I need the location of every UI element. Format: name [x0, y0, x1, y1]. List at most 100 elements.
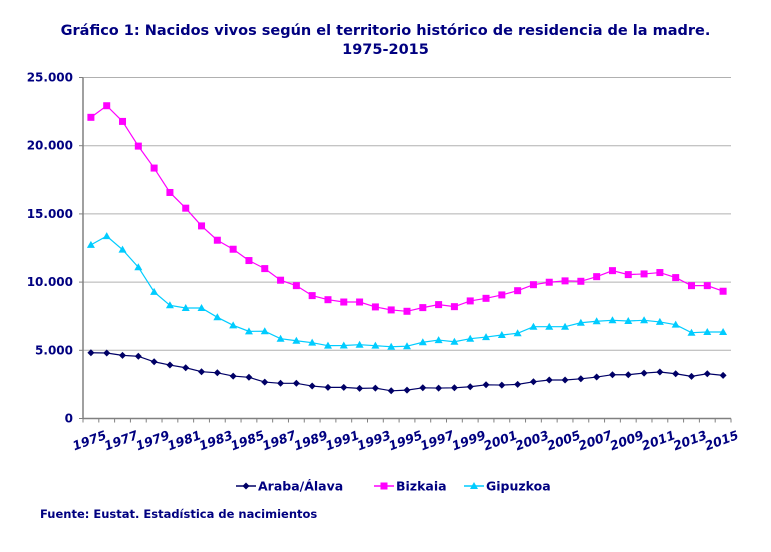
data-point-araba-lava [529, 378, 537, 386]
data-point-gipuzkoa [134, 263, 143, 271]
data-point-araba-lava [450, 384, 458, 392]
data-point-bizkaia [213, 236, 221, 244]
data-point-bizkaia [608, 267, 616, 275]
data-point-gipuzkoa [513, 329, 522, 337]
chart-title: Gráfico 1: Nacidos vivos según el territ… [60, 23, 711, 39]
data-point-araba-lava [182, 364, 190, 372]
data-point-araba-lava [624, 371, 632, 379]
data-point-araba-lava [593, 373, 601, 381]
data-point-gipuzkoa [260, 327, 269, 335]
data-point-bizkaia [229, 245, 237, 253]
data-point-araba-lava [198, 368, 206, 376]
data-point-bizkaia [166, 188, 174, 196]
data-point-bizkaia [561, 277, 569, 285]
data-point-bizkaia [356, 298, 364, 306]
data-point-araba-lava [150, 358, 158, 366]
data-point-gipuzkoa [403, 342, 411, 350]
data-point-gipuzkoa [592, 317, 601, 325]
data-point-gipuzkoa [466, 334, 475, 342]
data-point-bizkaia [198, 222, 206, 230]
data-point-bizkaia [687, 282, 695, 290]
data-point-araba-lava [545, 376, 553, 384]
data-point-gipuzkoa [292, 336, 301, 344]
data-point-araba-lava [577, 375, 585, 383]
legend-marker-araba-lava [242, 482, 250, 490]
data-point-bizkaia [277, 276, 285, 284]
data-point-gipuzkoa [197, 304, 206, 312]
source-note: Fuente: Eustat. Estadística de nacimient… [40, 507, 318, 521]
data-point-gipuzkoa [624, 316, 633, 324]
data-point-gipuzkoa [387, 342, 396, 350]
data-point-araba-lava [640, 369, 648, 377]
y-tick-label: 5.000 [35, 343, 73, 357]
legend-marker-bizkaia [380, 482, 388, 490]
data-point-bizkaia [529, 281, 537, 289]
data-point-gipuzkoa [687, 328, 696, 336]
data-point-araba-lava [229, 372, 237, 380]
data-point-araba-lava [387, 387, 395, 395]
data-point-gipuzkoa [213, 313, 222, 321]
data-point-bizkaia [387, 306, 395, 314]
data-point-bizkaia [371, 303, 379, 311]
data-point-gipuzkoa [561, 322, 570, 330]
data-point-bizkaia [640, 270, 648, 278]
data-point-gipuzkoa [276, 334, 285, 342]
data-point-bizkaia [719, 287, 727, 295]
data-point-bizkaia [245, 257, 253, 265]
data-point-araba-lava [371, 384, 379, 392]
data-point-bizkaia [672, 274, 680, 282]
data-point-gipuzkoa [118, 245, 127, 253]
data-point-araba-lava [435, 384, 443, 392]
data-point-araba-lava [308, 382, 316, 390]
data-point-bizkaia [150, 164, 158, 172]
data-point-gipuzkoa [434, 336, 443, 344]
data-point-gipuzkoa [244, 327, 253, 335]
data-point-bizkaia [324, 296, 332, 304]
data-point-araba-lava [403, 386, 411, 394]
data-point-bizkaia [624, 271, 632, 279]
data-point-araba-lava [119, 351, 127, 359]
data-point-gipuzkoa [323, 341, 332, 349]
data-point-araba-lava [672, 370, 680, 378]
data-point-bizkaia [340, 298, 348, 306]
y-tick-label: 15.000 [27, 207, 73, 221]
data-point-bizkaia [182, 204, 190, 212]
data-point-bizkaia [119, 117, 127, 125]
series-line-gipuzkoa [90, 235, 724, 348]
data-point-bizkaia [87, 113, 95, 121]
data-point-araba-lava [561, 376, 569, 384]
data-point-bizkaia [466, 297, 474, 305]
data-point-araba-lava [356, 384, 364, 392]
data-point-araba-lava [719, 371, 727, 379]
data-point-araba-lava [261, 378, 269, 386]
data-point-araba-lava [656, 368, 664, 376]
data-point-gipuzkoa [640, 316, 649, 324]
data-point-bizkaia [593, 273, 601, 281]
data-point-bizkaia [482, 294, 490, 302]
data-point-araba-lava [703, 370, 711, 378]
legend-label-bizkaia: Bizkaia [396, 479, 447, 494]
data-point-gipuzkoa [576, 318, 585, 326]
data-point-araba-lava [134, 352, 142, 360]
data-point-gipuzkoa [719, 328, 728, 336]
data-point-bizkaia [261, 265, 269, 273]
data-point-gipuzkoa [545, 322, 554, 330]
data-point-bizkaia [703, 282, 711, 290]
data-point-bizkaia [545, 278, 553, 286]
data-point-araba-lava [292, 379, 300, 387]
data-point-bizkaia [435, 301, 443, 309]
data-point-bizkaia [577, 277, 585, 285]
data-point-araba-lava [482, 381, 490, 389]
data-point-araba-lava [277, 379, 285, 387]
y-tick-label: 25.000 [27, 71, 73, 85]
data-point-bizkaia [134, 142, 142, 150]
data-point-gipuzkoa [102, 232, 111, 240]
data-point-gipuzkoa [355, 340, 364, 348]
data-point-gipuzkoa [371, 341, 380, 349]
data-point-gipuzkoa [339, 341, 348, 349]
data-point-gipuzkoa [86, 240, 95, 248]
data-point-gipuzkoa [150, 287, 159, 295]
data-point-araba-lava [466, 383, 474, 391]
